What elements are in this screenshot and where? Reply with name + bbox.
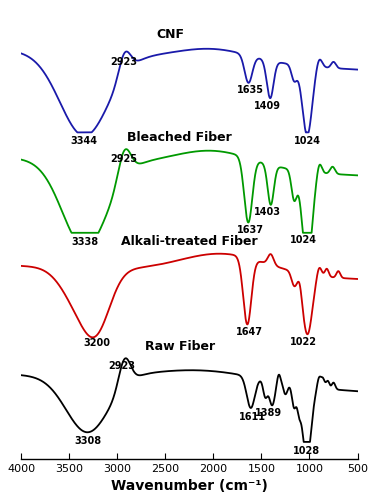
Text: 1389: 1389 <box>255 408 282 418</box>
Text: 1611: 1611 <box>239 412 266 422</box>
Text: 1635: 1635 <box>237 86 264 96</box>
Text: 3200: 3200 <box>84 338 111 347</box>
Text: Raw Fiber: Raw Fiber <box>145 340 215 353</box>
Text: Alkali-treated Fiber: Alkali-treated Fiber <box>121 236 258 248</box>
Text: 3308: 3308 <box>74 436 101 446</box>
Text: 1403: 1403 <box>254 208 281 218</box>
Text: 1028: 1028 <box>293 446 320 456</box>
Text: 1022: 1022 <box>290 336 317 346</box>
Text: CNF: CNF <box>156 28 184 42</box>
Text: 1024: 1024 <box>294 136 321 146</box>
Text: 2923: 2923 <box>108 362 135 372</box>
Text: 1637: 1637 <box>237 225 264 235</box>
Text: Bleached Fiber: Bleached Fiber <box>127 131 232 144</box>
Text: 3344: 3344 <box>70 136 98 146</box>
Text: 3338: 3338 <box>71 236 98 246</box>
Text: 1409: 1409 <box>254 100 281 110</box>
X-axis label: Wavenumber (cm⁻¹): Wavenumber (cm⁻¹) <box>111 479 268 493</box>
Text: 2923: 2923 <box>110 56 137 66</box>
Text: 1024: 1024 <box>290 235 317 245</box>
Text: 1647: 1647 <box>236 327 262 337</box>
Text: 2925: 2925 <box>110 154 137 164</box>
